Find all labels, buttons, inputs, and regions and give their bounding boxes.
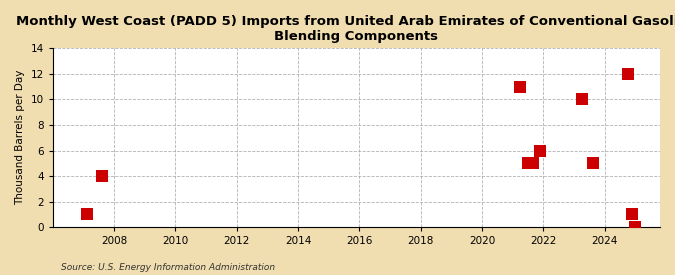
Point	[97, 174, 107, 178]
Point	[630, 225, 641, 229]
Point	[515, 84, 526, 89]
Point	[576, 97, 587, 102]
Point	[587, 161, 598, 166]
Y-axis label: Thousand Barrels per Day: Thousand Barrels per Day	[15, 70, 25, 205]
Point	[622, 72, 633, 76]
Point	[81, 212, 92, 217]
Text: Source: U.S. Energy Information Administration: Source: U.S. Energy Information Administ…	[61, 263, 275, 272]
Point	[528, 161, 539, 166]
Title: Monthly West Coast (PADD 5) Imports from United Arab Emirates of Conventional Ga: Monthly West Coast (PADD 5) Imports from…	[16, 15, 675, 43]
Point	[535, 148, 546, 153]
Point	[522, 161, 533, 166]
Point	[627, 212, 638, 217]
